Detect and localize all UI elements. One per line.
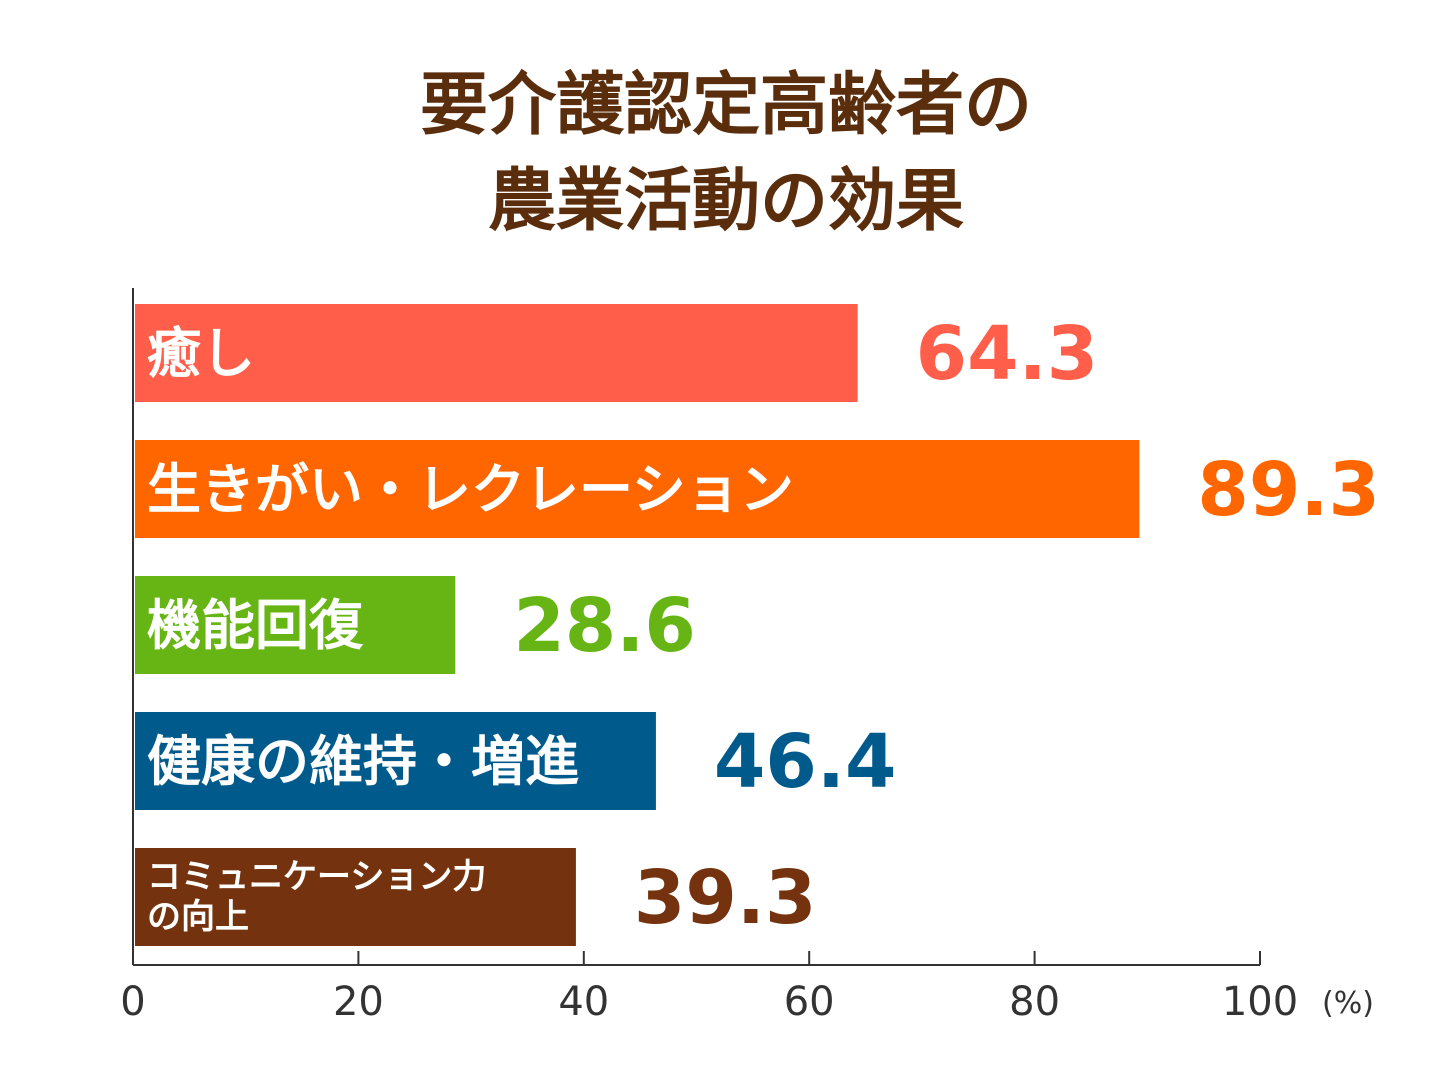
category-label: 機能回復 xyxy=(147,594,364,657)
x-tick-label: 40 xyxy=(558,979,609,1025)
bar xyxy=(135,576,456,674)
category-label: 癒し xyxy=(147,322,255,385)
x-tick-label: 80 xyxy=(1009,979,1060,1025)
x-tick-label: 0 xyxy=(120,979,145,1025)
bar xyxy=(135,440,1140,538)
x-tick-label: 20 xyxy=(333,979,384,1025)
value-label: 39.3 xyxy=(634,855,817,941)
x-tick-label: 60 xyxy=(784,979,835,1025)
chart-title-line: 農業活動の効果 xyxy=(488,162,964,241)
x-tick-label: 100 xyxy=(1222,979,1298,1025)
category-label: コミュニケーション力 xyxy=(147,857,486,897)
chart-title-line: 要介護認定高齢者の xyxy=(420,66,1032,145)
value-label: 89.3 xyxy=(1197,447,1380,533)
value-label: 46.4 xyxy=(714,719,897,805)
value-label: 64.3 xyxy=(916,311,1099,397)
category-label: の向上 xyxy=(147,897,249,937)
bar xyxy=(135,712,656,810)
category-label: 生きがい・レクレーション xyxy=(147,458,794,521)
bar xyxy=(135,848,576,946)
bars: 癒し 64.3 生きがい・レクレーション 89.3 機能回復 28.6 健康の維持・増進 46… xyxy=(135,304,1380,946)
x-axis: 0 20 40 60 80 100 (%) xyxy=(120,288,1374,1025)
category-label: 健康の維持・増進 xyxy=(147,730,579,793)
x-axis-unit: (%) xyxy=(1322,986,1374,1021)
value-label: 28.6 xyxy=(513,583,696,669)
bar xyxy=(135,304,858,402)
